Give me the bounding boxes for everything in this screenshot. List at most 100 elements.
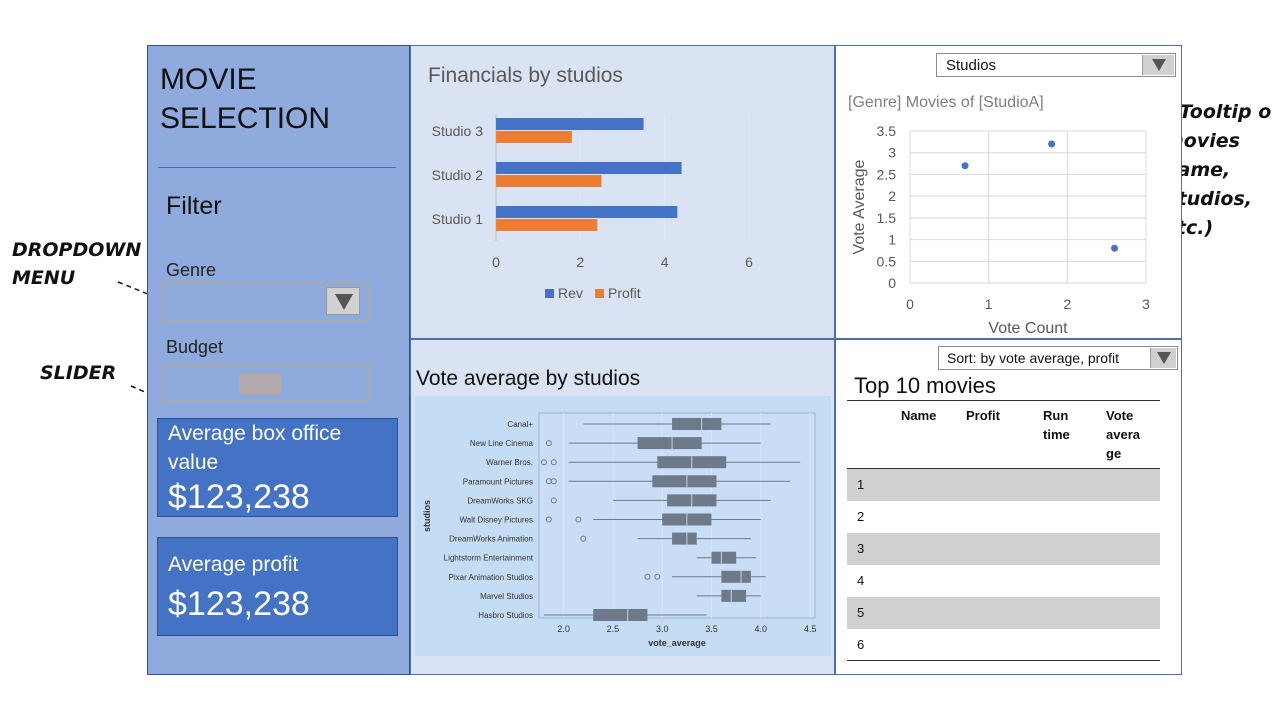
row-rank: 1 <box>857 477 865 492</box>
x-axis-label: Vote Count <box>988 320 1068 337</box>
y-tick-label: 3.5 <box>877 123 897 139</box>
table-header-rule <box>847 468 1160 469</box>
y-tick-label: 2 <box>888 188 896 204</box>
studios-select[interactable]: Studios <box>936 53 1176 77</box>
box <box>721 589 746 602</box>
chevron-down-icon <box>1152 59 1166 71</box>
x-tick-label: 4 <box>661 254 669 270</box>
top-movies-panel: Sort: by vote average, profit Top 10 mov… <box>835 339 1182 675</box>
table-row[interactable]: 2 <box>847 501 1160 533</box>
x-tick-label: 1 <box>985 296 993 312</box>
bar-profit <box>496 131 572 143</box>
y-tick-label: 1 <box>888 232 896 248</box>
outlier-point <box>545 516 552 523</box>
table-row[interactable]: 1 <box>847 469 1160 501</box>
bar-rev <box>496 118 644 130</box>
y-tick-label: 3 <box>888 145 896 161</box>
row-rank: 2 <box>857 509 865 524</box>
box <box>652 475 717 488</box>
budget-label: Budget <box>166 337 224 357</box>
studio-label: Warner Bros. <box>486 458 533 467</box>
genre-dropdown-button[interactable] <box>326 287 360 315</box>
avg-box-office-value: $123,238 <box>168 478 310 516</box>
legend-swatch <box>545 289 554 298</box>
box <box>711 551 737 564</box>
y-tick-label: 1.5 <box>877 210 897 226</box>
studios-select-button[interactable] <box>1142 55 1174 75</box>
bar-profit <box>496 175 602 187</box>
chevron-down-icon <box>335 294 353 310</box>
filter-heading: Filter <box>166 192 222 220</box>
x-tick-label: 2 <box>576 254 584 270</box>
outlier-point <box>654 573 661 580</box>
avg-profit-value: $123,238 <box>168 585 310 623</box>
table-row[interactable]: 5 <box>847 597 1160 629</box>
category-label: Studio 2 <box>432 167 484 183</box>
table-row[interactable]: 4 <box>847 565 1160 597</box>
y-tick-label: 0.5 <box>877 253 897 269</box>
bar-rev <box>496 206 678 218</box>
studio-label: Pixar Animation Studios <box>449 573 534 582</box>
sort-select-button[interactable] <box>1150 348 1176 368</box>
avg-profit-label: Average profit <box>168 553 299 576</box>
scatter-panel: Studios [Genre] Movies of [StudioA] 0 0.5 1… <box>835 45 1182 339</box>
outlier-point <box>550 478 557 485</box>
boxplot-image: 2.0 2.5 3.0 3.5 4.0 4.5 vote_average studios Can… <box>415 396 831 656</box>
sidebar-divider <box>158 167 396 168</box>
box <box>593 609 648 621</box>
row-rank: 6 <box>857 637 865 652</box>
studio-label: Canal+ <box>507 420 533 429</box>
outlier-point <box>575 516 582 523</box>
bar-rev <box>496 162 682 174</box>
legend-label: Rev <box>558 285 583 301</box>
studio-label: Marvel Studios <box>480 592 533 601</box>
top-movies-title: Top 10 movies <box>854 373 996 398</box>
avg-box-office-label: Average box office value <box>168 422 342 474</box>
sort-select-value: Sort: by vote average, profit <box>947 350 1119 366</box>
x-tick-label: 0 <box>492 254 500 270</box>
studio-label: Walt Disney Pictures <box>460 516 534 525</box>
chevron-down-icon <box>1157 352 1171 364</box>
budget-slider-thumb[interactable] <box>239 373 281 395</box>
boxplot-chart: 2.0 2.5 3.0 3.5 4.0 4.5 vote_average studios Can… <box>422 412 816 648</box>
scatter-chart: [Genre] Movies of [StudioA] 0 0.5 1 1.5 2 2.5 3… <box>848 94 1150 337</box>
column-header-runtime: Run time <box>1043 408 1070 442</box>
filter-sidebar: MOVIE SELECTION Filter Genre Budget Aver… <box>147 45 410 675</box>
category-label: Studio 3 <box>432 123 484 139</box>
x-tick-label: 3 <box>1142 296 1150 312</box>
slider-annotation: SLIDER <box>40 362 117 384</box>
y-tick-label: 0 <box>888 275 896 291</box>
boxplot-title: Vote average by studios <box>416 367 641 390</box>
x-tick-label: 6 <box>745 254 753 270</box>
scatter-title: [Genre] Movies of [StudioA] <box>848 94 1044 111</box>
row-rank: 3 <box>857 541 865 556</box>
genre-label: Genre <box>166 260 217 280</box>
box <box>637 437 702 450</box>
avg-box-office-card: Average box office value $123,238 <box>157 418 398 517</box>
column-header-name: Name <box>901 408 937 423</box>
row-rank: 4 <box>857 573 865 588</box>
box <box>672 418 722 430</box>
budget-slider[interactable] <box>162 364 370 402</box>
financials-panel: Financials by studios 0 2 4 6 Studio 3 Studio… <box>410 45 835 339</box>
table-row[interactable]: 6 <box>847 629 1160 661</box>
outlier-point <box>545 440 552 447</box>
x-tick-label: 2.5 <box>607 624 620 634</box>
x-tick-label: 2 <box>1063 296 1071 312</box>
studio-label: Lightstorm Entertainment <box>444 554 534 563</box>
studios-select-value: Studios <box>946 57 997 74</box>
box <box>721 570 751 583</box>
avg-profit-card: Average profit $123,238 <box>157 537 398 636</box>
y-axis-label: Vote Average <box>851 159 868 254</box>
studio-label: DreamWorks SKG <box>467 496 533 505</box>
x-tick-label: 3.5 <box>705 624 718 634</box>
scatter-point <box>1111 244 1119 252</box>
table-bottom-rule <box>847 660 1160 661</box>
outlier-point <box>644 573 651 580</box>
table-row[interactable]: 3 <box>847 533 1160 565</box>
genre-dropdown[interactable] <box>162 282 370 322</box>
y-axis-label: studios <box>422 500 432 532</box>
sort-select[interactable]: Sort: by vote average, profit <box>938 346 1178 370</box>
column-header-vote-average: Vote avera ge <box>1106 408 1140 461</box>
column-header-profit: Profit <box>966 408 1000 423</box>
